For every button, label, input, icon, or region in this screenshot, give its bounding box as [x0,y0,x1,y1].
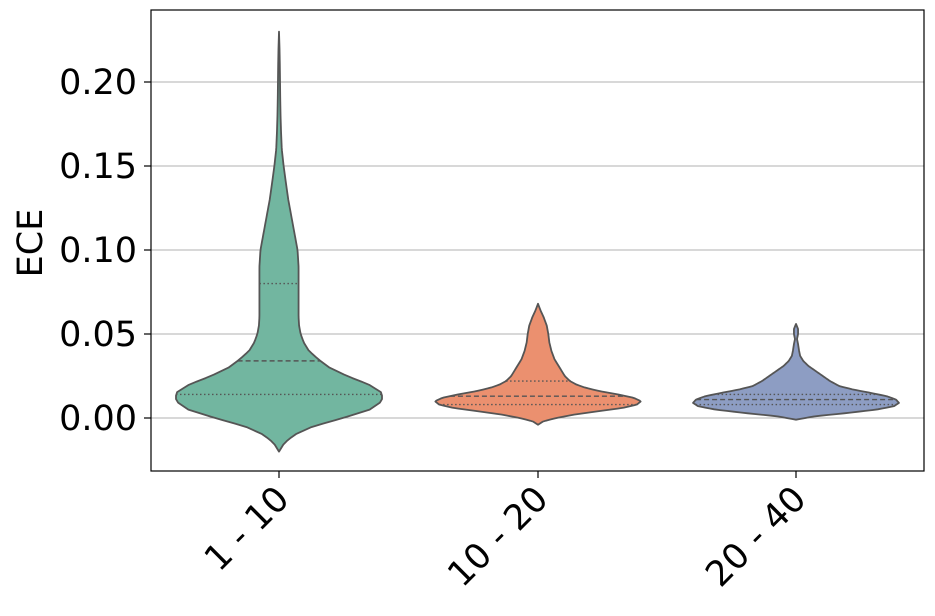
violin-1 [175,30,383,453]
x-axis-ticks: 1 - 10 10 - 20 20 - 40 [197,471,814,595]
x-tick-label: 20 - 40 [698,479,814,595]
violin-2 [434,302,642,426]
y-tick-label: 0.05 [59,315,137,355]
x-tick-label: 10 - 20 [440,479,556,595]
y-axis-ticks: 0.00 0.05 0.10 0.15 0.20 [59,63,151,439]
y-tick-label: 0.15 [59,147,137,187]
y-tick-label: 0.00 [59,399,137,439]
y-tick-label: 0.10 [59,231,137,271]
y-tick-label: 0.20 [59,63,137,103]
violin-3 [692,323,900,421]
x-tick-label: 1 - 10 [197,479,297,579]
violins [175,30,900,453]
y-axis-label: ECE [11,209,51,278]
